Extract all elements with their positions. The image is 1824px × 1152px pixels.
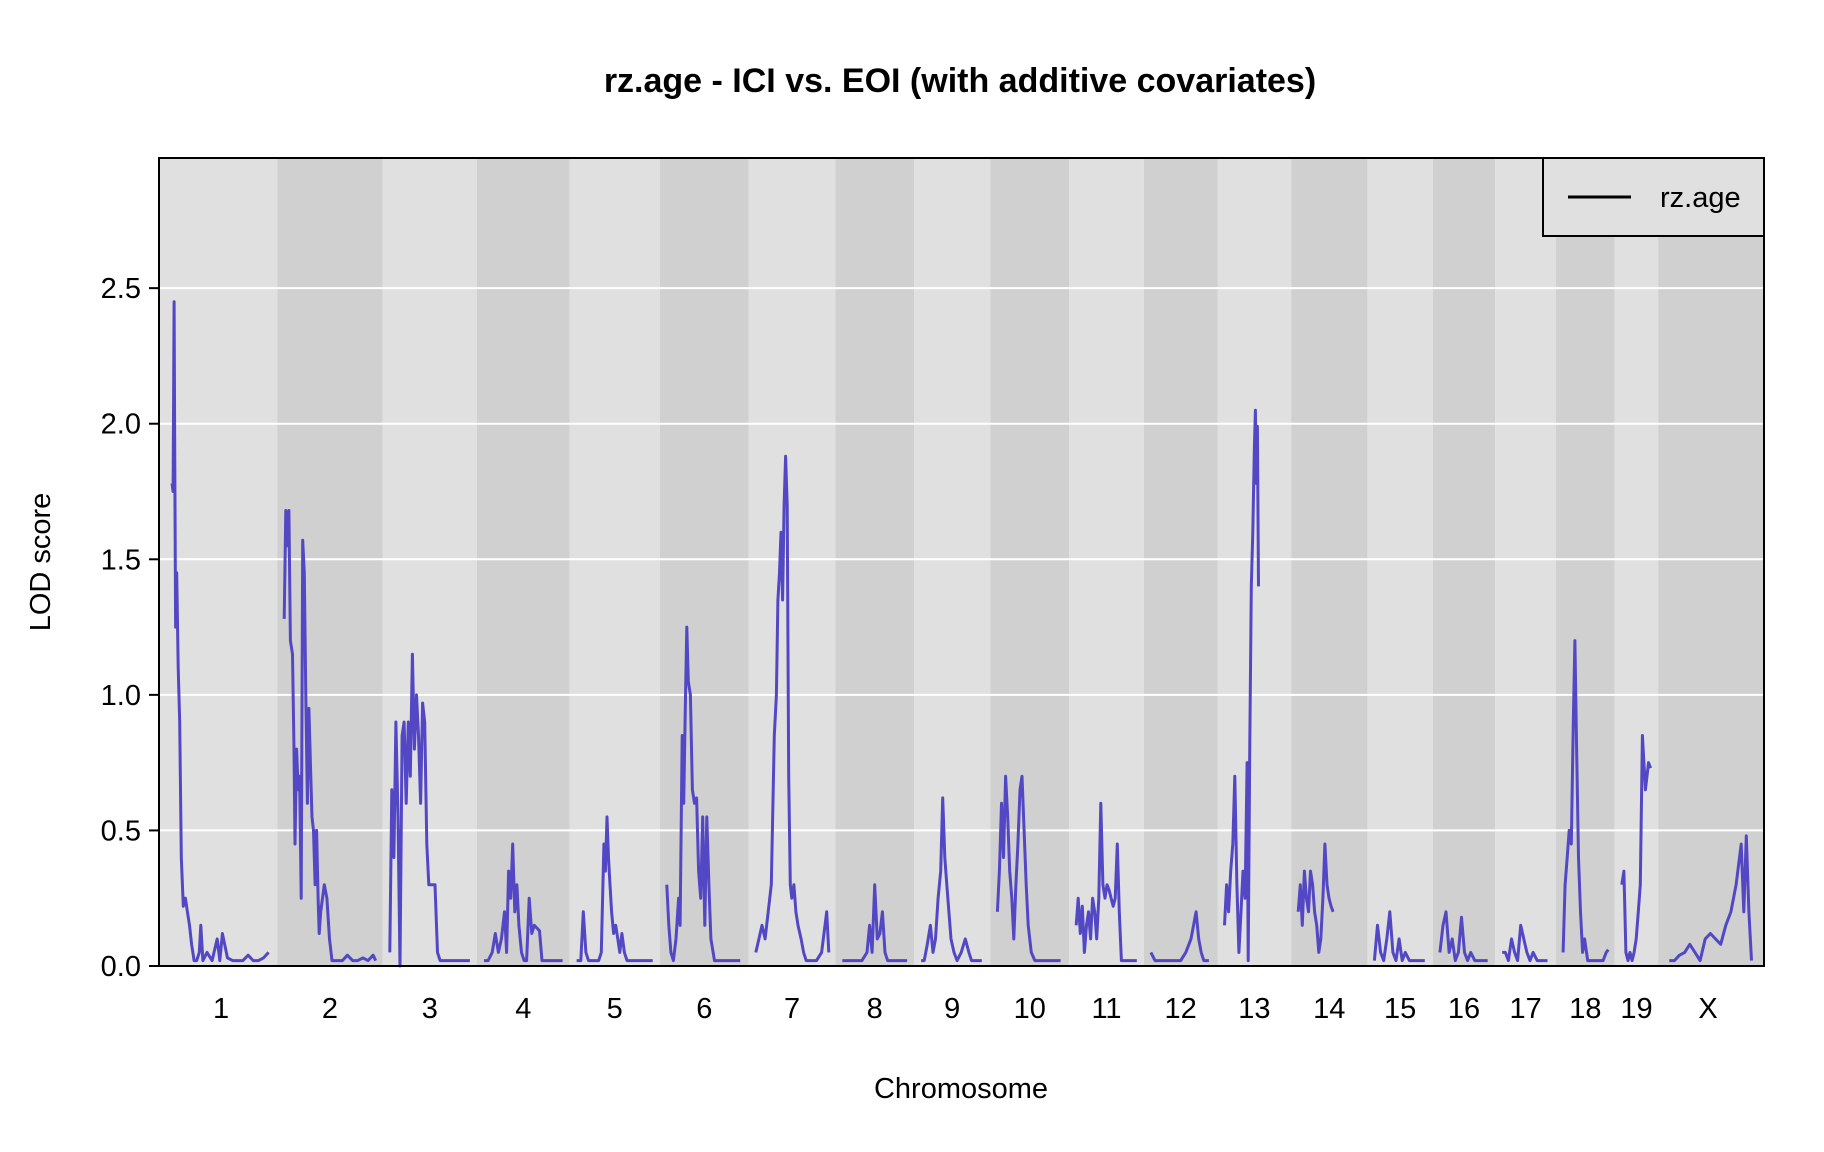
series-line-chr-5 (576, 815, 653, 963)
chromosome-band-5 (569, 158, 660, 966)
series-line-chr-10 (995, 774, 1061, 963)
x-tick-label-9: 9 (944, 993, 960, 1025)
x-tick-label-1: 1 (213, 993, 229, 1025)
x-tick-label-4: 4 (515, 993, 531, 1025)
chromosome-band-8 (835, 158, 915, 966)
chromosome-band-11 (1069, 158, 1144, 966)
lod-series (170, 300, 1753, 968)
x-tick-label-17: 17 (1509, 993, 1541, 1025)
legend-label: rz.age (1660, 182, 1741, 214)
x-tick-label-3: 3 (422, 993, 438, 1025)
series-line-chr-X (1669, 834, 1753, 963)
x-axis: 1 2 3 4 5 6 7 8 9 10 11 12 13 14 15 16 17 18 19 X (213, 993, 1718, 1025)
x-tick-label-7: 7 (784, 993, 800, 1025)
chart-title: rz.age - ICI vs. EOI (with additive cova… (604, 62, 1316, 100)
series-line-chr-15 (1372, 910, 1425, 963)
y-tick-label: 0.0 (101, 951, 141, 983)
x-tick-label-12: 12 (1165, 993, 1197, 1025)
x-tick-label-18: 18 (1569, 993, 1601, 1025)
chromosome-band-2 (277, 158, 383, 966)
y-axis-label: LOD score (25, 493, 57, 632)
chromosome-band-16 (1432, 158, 1496, 966)
y-axis: 0.0 0.5 1.0 1.5 2.0 2.5 (101, 273, 159, 983)
series-line-chr-13 (1223, 408, 1260, 963)
chromosome-band-4 (476, 158, 570, 966)
y-tick-label: 2.0 (101, 409, 141, 441)
series-line-chr-8 (842, 883, 908, 963)
x-tick-label-15: 15 (1384, 993, 1416, 1025)
x-tick-label-2: 2 (322, 993, 338, 1025)
series-line-chr-4 (484, 842, 563, 963)
chromosome-band-15 (1367, 158, 1433, 966)
series-line-chr-16 (1438, 910, 1488, 963)
chromosome-band-19 (1614, 158, 1659, 966)
series-line-chr-3 (388, 652, 470, 968)
legend: rz.age (1542, 157, 1765, 237)
series-line-chr-12 (1149, 910, 1209, 963)
y-tick-label: 0.5 (101, 815, 141, 847)
y-tick-label: 1.0 (101, 680, 141, 712)
series-line-chr-2 (282, 509, 378, 963)
x-tick-label-13: 13 (1238, 993, 1270, 1025)
series-line-chr-6 (665, 625, 741, 963)
chromosome-band-9 (914, 158, 991, 966)
series-line-chr-14 (1296, 842, 1335, 954)
x-tick-label-5: 5 (607, 993, 623, 1025)
series-line-chr-11 (1074, 801, 1137, 963)
series-line-chr-19 (1620, 734, 1653, 963)
series-line-chr-18 (1561, 639, 1610, 963)
x-axis-label: Chromosome (874, 1073, 1048, 1105)
series-line-chr-7 (754, 454, 831, 963)
chromosome-band-X (1658, 158, 1764, 966)
chromosome-band-12 (1143, 158, 1218, 966)
x-tick-label-11: 11 (1091, 993, 1121, 1025)
x-tick-label-X: X (1698, 993, 1717, 1025)
series-line-chr-1 (170, 300, 270, 963)
y-tick-label: 1.5 (101, 544, 141, 576)
y-tick-label: 2.5 (101, 273, 141, 305)
series-line-chr-9 (921, 796, 982, 963)
series-line-chr-17 (1502, 923, 1548, 963)
x-tick-label-14: 14 (1313, 993, 1345, 1025)
plot-frame (158, 157, 1765, 967)
chromosome-band-17 (1495, 158, 1557, 966)
chromosome-band-18 (1556, 158, 1615, 966)
chromosome-band-13 (1217, 158, 1292, 966)
chromosome-band-7 (748, 158, 836, 966)
x-tick-label-19: 19 (1620, 993, 1652, 1025)
chromosome-band-14 (1291, 158, 1368, 966)
x-tick-label-6: 6 (696, 993, 712, 1025)
x-tick-label-16: 16 (1448, 993, 1480, 1025)
x-tick-label-8: 8 (867, 993, 883, 1025)
chromosome-band-3 (382, 158, 477, 966)
x-tick-label-10: 10 (1014, 993, 1046, 1025)
